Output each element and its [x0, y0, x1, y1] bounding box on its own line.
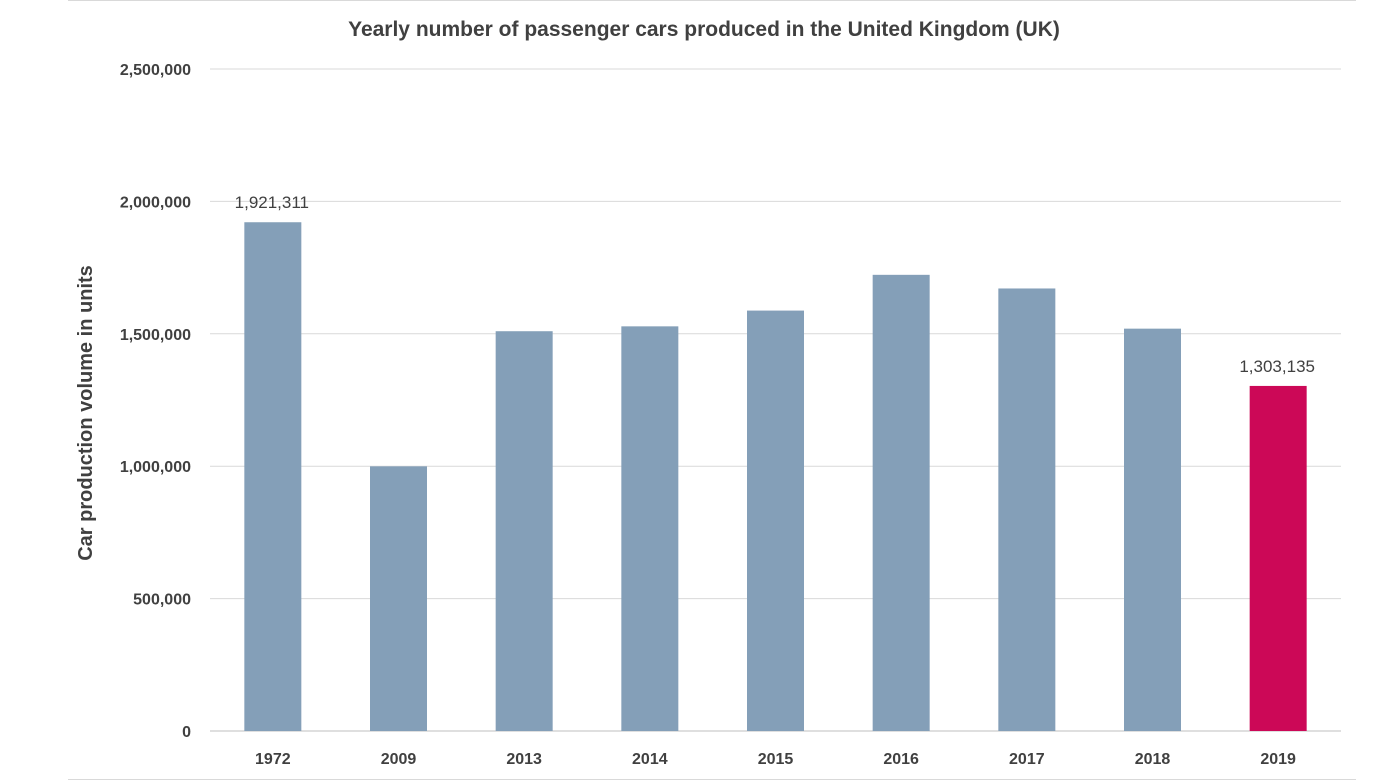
bar-2019 [1249, 385, 1307, 731]
x-tick-label: 2017 [1009, 751, 1045, 768]
bars [244, 222, 1307, 731]
bar-2009 [370, 466, 427, 731]
y-tick-label: 2,500,000 [120, 62, 191, 79]
x-tick-label: 2016 [883, 751, 919, 768]
bar-2014 [621, 326, 679, 731]
chart-title: Yearly number of passenger cars produced… [348, 18, 1060, 41]
bar-1972 [244, 222, 302, 731]
x-tick-label: 2009 [381, 751, 417, 768]
y-tick-label: 1,500,000 [120, 327, 191, 344]
y-tick-label: 1,000,000 [120, 459, 191, 476]
y-tick-label: 500,000 [133, 592, 191, 609]
x-tick-label: 2013 [506, 751, 542, 768]
bar-2018 [1124, 328, 1181, 731]
data-label-1972: 1,921,311 [235, 193, 309, 212]
bar-2016 [872, 274, 930, 731]
y-axis-ticks: 0 500,000 1,000,000 1,500,000 2,000,000 2,500… [120, 62, 191, 741]
y-axis-label: Car production volume in units [75, 265, 97, 561]
x-tick-label: 2019 [1260, 751, 1296, 768]
y-tick-label: 2,000,000 [120, 194, 191, 211]
data-label-2019: 1,303,135 [1239, 357, 1315, 376]
x-axis-ticks: 1972 2009 2013 2014 2015 2016 2017 2018 2019 [255, 751, 1296, 768]
x-tick-label: 2015 [758, 751, 794, 768]
x-tick-label: 2018 [1135, 751, 1171, 768]
bar-2017 [998, 288, 1056, 731]
y-tick-label: 0 [182, 724, 191, 741]
chart-frame [68, 0, 1356, 780]
bar-2015 [747, 310, 804, 731]
x-tick-label: 2014 [632, 751, 668, 768]
data-labels: 1,921,311 1,303,135 [235, 193, 1315, 376]
x-tick-label: 1972 [255, 751, 291, 768]
bar-2013 [495, 331, 553, 731]
